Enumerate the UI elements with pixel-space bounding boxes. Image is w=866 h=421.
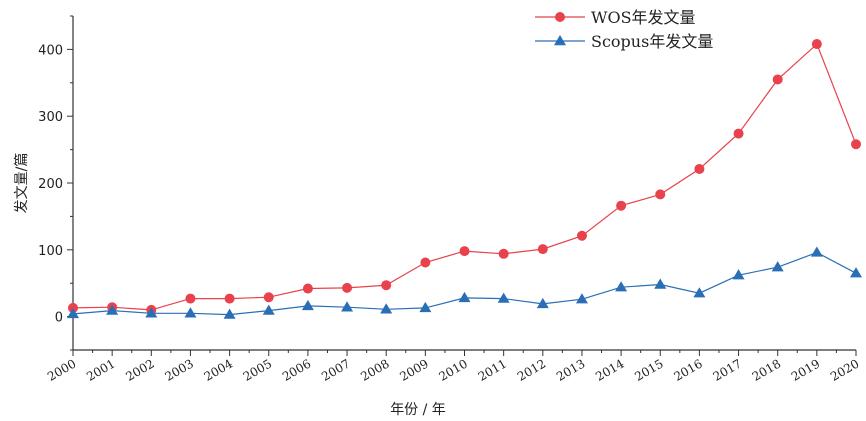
- y-tick-label: 400: [38, 43, 63, 58]
- legend-item: Scopus年发文量: [535, 32, 713, 51]
- x-tick-label: 2020: [828, 356, 861, 383]
- data-point: [615, 281, 628, 292]
- data-point: [498, 248, 509, 259]
- data-point: [576, 230, 587, 241]
- data-point: [185, 293, 196, 304]
- x-tick-label: 2001: [84, 356, 117, 383]
- legend-label: WOS年发文量: [591, 8, 696, 27]
- data-point: [381, 280, 392, 291]
- data-point: [458, 291, 471, 303]
- x-tick-label: 2007: [319, 356, 352, 383]
- data-point: [380, 303, 393, 314]
- x-tick-label: 2010: [437, 356, 470, 383]
- x-tick-label: 2002: [123, 356, 156, 383]
- data-point: [771, 261, 784, 272]
- x-tick-label: 2019: [789, 356, 822, 383]
- data-point: [811, 39, 822, 50]
- x-ticks: 2000 2001 2002 2003 2004 2005 2006 2007 2008 2009…: [45, 350, 862, 384]
- data-point: [732, 269, 745, 280]
- legend-item: WOS年发文量: [535, 8, 696, 27]
- y-tick-label: 200: [38, 177, 63, 192]
- series-2: [67, 246, 862, 319]
- data-point: [224, 293, 235, 304]
- data-point: [67, 307, 79, 319]
- y-ticks: 0 100 200 300 400: [38, 15, 73, 351]
- x-tick-label: 2011: [476, 356, 509, 383]
- y-tick-label: 300: [38, 110, 63, 125]
- data-point: [536, 297, 549, 309]
- series-line: [72, 251, 857, 316]
- data-point: [301, 299, 314, 311]
- data-point: [262, 304, 275, 315]
- data-point: [342, 282, 353, 293]
- x-tick-label: 2008: [358, 356, 391, 383]
- x-tick-label: 2013: [554, 356, 587, 383]
- x-axis-title: 年份 / 年: [390, 402, 446, 418]
- data-point: [184, 307, 197, 318]
- data-point: [68, 302, 78, 313]
- data-point: [694, 163, 705, 174]
- data-point: [106, 304, 119, 315]
- x-tick-label: 2016: [671, 356, 704, 383]
- data-point: [302, 283, 313, 294]
- data-point: [223, 308, 236, 319]
- data-point: [733, 128, 744, 139]
- x-tick-label: 2017: [711, 356, 744, 383]
- x-tick-label: 2018: [750, 356, 783, 383]
- x-tick-label: 2005: [241, 356, 274, 383]
- y-axis-title: 发文量/篇: [14, 153, 30, 214]
- data-point: [145, 307, 158, 318]
- x-tick-label: 2006: [280, 356, 313, 383]
- x-tick-label: 2004: [202, 356, 236, 384]
- legend-marker: [555, 12, 565, 22]
- data-point: [459, 246, 470, 257]
- data-point: [497, 292, 510, 303]
- x-tick-label: 2014: [593, 356, 627, 384]
- x-tick-label: 2009: [397, 356, 430, 383]
- series-1: [68, 39, 861, 315]
- data-point: [810, 246, 823, 257]
- data-point: [693, 287, 706, 298]
- data-point: [420, 257, 431, 268]
- y-tick-label: 0: [55, 311, 63, 326]
- data-point: [655, 189, 666, 200]
- legend-marker: [554, 35, 566, 46]
- data-point: [654, 278, 667, 289]
- data-point: [772, 74, 783, 85]
- data-point: [537, 244, 548, 255]
- data-point: [419, 301, 432, 313]
- data-point: [850, 267, 862, 278]
- legend: WOS年发文量 Scopus年发文量: [535, 8, 713, 51]
- x-tick-label: 2015: [632, 356, 665, 383]
- data-point: [341, 301, 354, 312]
- legend-label: Scopus年发文量: [591, 32, 713, 51]
- x-tick-label: 2003: [162, 356, 195, 383]
- data-point: [575, 293, 588, 304]
- data-point: [263, 292, 274, 303]
- data-point: [616, 200, 627, 211]
- data-point: [851, 139, 861, 150]
- x-tick-label: 2012: [515, 356, 548, 383]
- y-tick-label: 100: [38, 244, 63, 259]
- series-layer: [67, 39, 862, 319]
- x-tick-label: 2000: [45, 356, 78, 383]
